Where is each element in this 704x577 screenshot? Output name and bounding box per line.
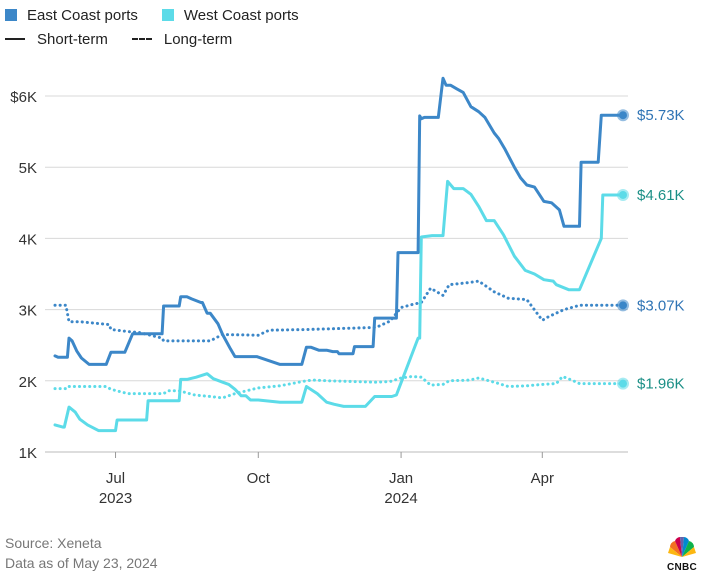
logo-text: CNBC <box>666 562 698 573</box>
legend-label-short-term: Short-term <box>37 30 108 48</box>
solid-line-icon <box>5 38 25 40</box>
series-end-marker <box>619 111 627 120</box>
west-coast-swatch-icon <box>161 9 174 21</box>
y-tick-label: 2K <box>19 374 37 391</box>
cnbc-logo: CNBC <box>662 535 702 575</box>
x-tick-year-label: 2024 <box>384 490 417 507</box>
series-line-east-coast-ports-long-term <box>53 279 625 343</box>
y-tick-label: 3K <box>19 303 37 320</box>
y-tick-label: 4K <box>19 231 37 248</box>
series-line-west-coast-ports-short-term <box>53 179 625 433</box>
series-end-marker <box>619 190 627 199</box>
east-coast-swatch-icon <box>5 9 17 21</box>
series-line-east-coast-ports-short-term <box>53 76 625 366</box>
legend-label-west-coast: West Coast ports <box>183 6 299 24</box>
x-tick-year-label: 2023 <box>99 490 132 507</box>
series-end-label: $4.61K <box>637 187 685 204</box>
peacock-icon <box>668 537 696 557</box>
legend-row-styles: Short-term Long-term <box>5 27 323 51</box>
legend-label-long-term: Long-term <box>163 30 233 48</box>
source-note: Source: Xeneta <box>5 535 102 551</box>
legend-label-east-coast: East Coast ports <box>27 6 138 24</box>
chart-legend: East Coast ports West Coast ports Short-… <box>5 3 323 51</box>
chart-footer: Source: Xeneta Data as of May 23, 2024 <box>5 533 158 573</box>
legend-item-short-term: Short-term <box>5 31 108 48</box>
legend-item-east-coast: East Coast ports <box>5 7 138 24</box>
legend-row-series: East Coast ports West Coast ports <box>5 3 323 27</box>
series-end-marker <box>619 301 627 310</box>
dashed-line-icon <box>131 38 152 40</box>
series-end-label: $1.96K <box>637 376 685 393</box>
x-tick-label: Apr <box>531 470 554 487</box>
series-end-label: $5.73K <box>637 107 685 124</box>
series-end-marker <box>619 379 627 388</box>
data-date-note: Data as of May 23, 2024 <box>5 555 158 571</box>
x-tick-label: Jul <box>106 470 125 487</box>
x-tick-label: Jan <box>389 470 413 487</box>
x-tick-label: Oct <box>247 470 271 487</box>
legend-item-long-term: Long-term <box>131 30 233 48</box>
legend-item-west-coast: West Coast ports <box>161 6 299 24</box>
y-tick-label: 5K <box>19 160 37 177</box>
series-end-label: $3.07K <box>637 297 685 314</box>
series-line-west-coast-ports-long-term <box>53 375 625 400</box>
y-tick-label: $6K <box>10 89 37 106</box>
y-tick-label: 1K <box>19 445 37 462</box>
